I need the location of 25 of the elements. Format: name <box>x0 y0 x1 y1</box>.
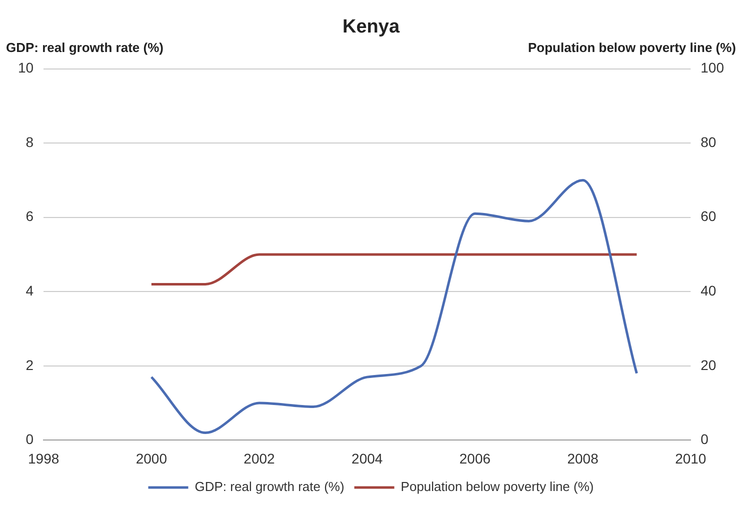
y2-tick-label: 0 <box>700 431 709 448</box>
y-tick-label: 4 <box>26 282 34 298</box>
y2-tick-label: 100 <box>700 60 724 76</box>
x-tick-label: 2010 <box>675 450 706 466</box>
y-tick-label: 8 <box>26 134 34 150</box>
x-tick-label: 2008 <box>567 450 599 466</box>
y-tick-label: 0 <box>26 431 34 448</box>
line-series <box>150 178 638 434</box>
x-tick-label: 2006 <box>459 450 491 466</box>
x-tick-label: 2002 <box>244 450 276 466</box>
y2-axis-title: Population below poverty line (%) <box>528 40 736 55</box>
legend-label: Population below poverty line (%) <box>400 479 594 494</box>
y2-tick-label: 60 <box>700 208 716 224</box>
y-tick-label: 10 <box>18 60 34 76</box>
y2-tick-label: 20 <box>700 356 716 373</box>
x-tick-label: 1998 <box>28 450 60 466</box>
y-tick-label: 6 <box>26 208 34 224</box>
x-tick-label: 2000 <box>136 450 168 466</box>
y2-tick-label: 40 <box>700 282 716 298</box>
y-axis-title: GDP: real growth rate (%) <box>6 40 164 55</box>
y2-tick-label: 80 <box>700 134 716 150</box>
chart-title: Kenya <box>342 16 400 38</box>
y-tick-label: 2 <box>26 356 34 373</box>
x-tick-label: 2004 <box>352 450 383 466</box>
legend-label: GDP: real growth rate (%) <box>194 479 344 494</box>
